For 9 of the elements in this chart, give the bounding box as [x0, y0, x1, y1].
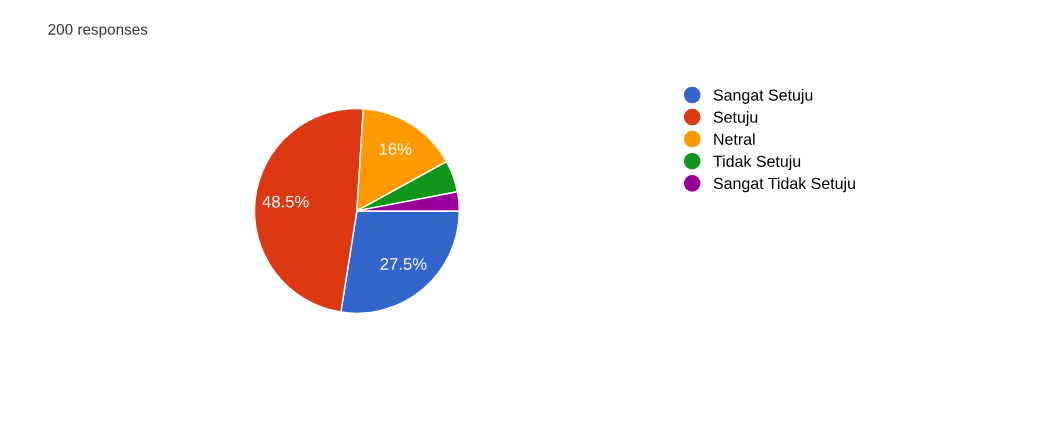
data-label: 48.5% [262, 195, 309, 208]
legend-label: Netral [714, 133, 755, 145]
legend-label: Setuju [713, 111, 758, 126]
legend-label: Tidak Setuju [713, 155, 801, 171]
text: 200 responses [48, 24, 148, 38]
legend-label: Sangat Tidak Setuju [713, 177, 855, 193]
data-label: 16% [379, 143, 412, 155]
data-label: 27.5% [380, 258, 427, 270]
legend-label: Sangat Setuju [713, 89, 813, 104]
